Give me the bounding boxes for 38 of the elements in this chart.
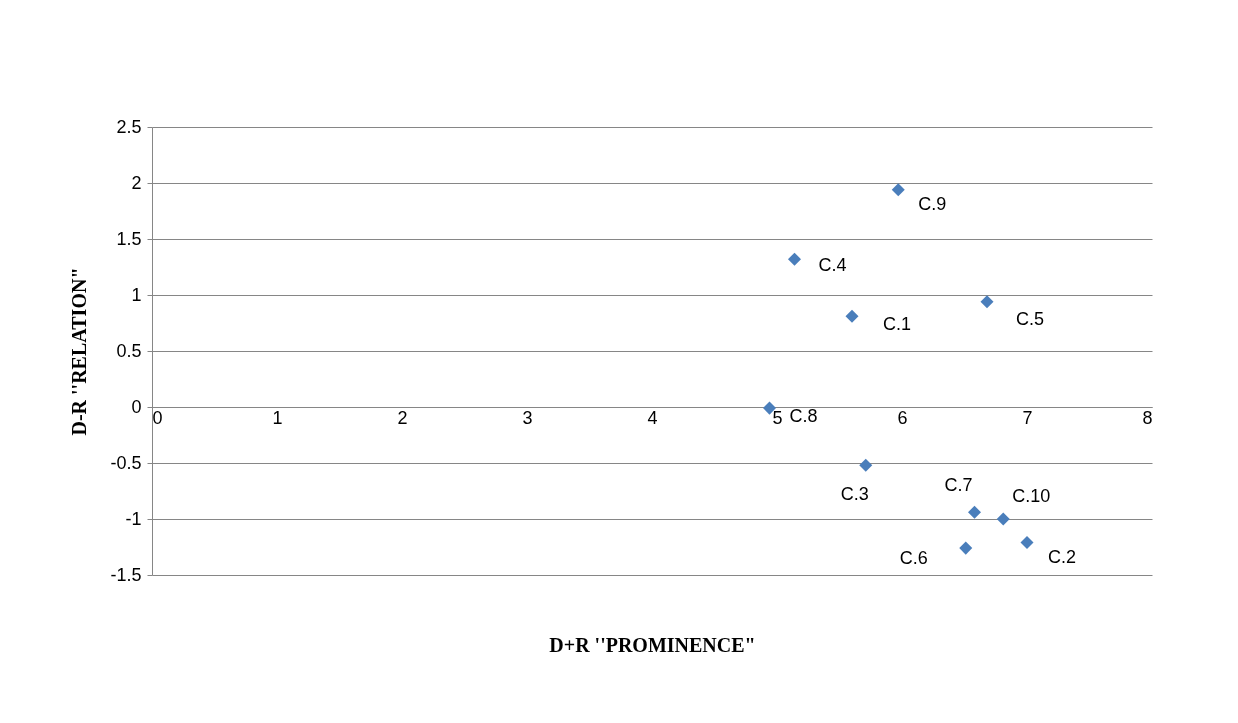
point [996,512,1010,526]
x-tick-label: 0 [152,407,163,428]
annotation: C.4 [818,255,847,276]
x-tick-label: 2 [397,407,408,428]
x-tick-label: 8 [1142,407,1153,428]
x-tick-label: 7 [1022,407,1033,428]
y-tick-label: 1 [131,284,142,305]
annotation: C.9 [918,193,947,214]
point [980,295,994,309]
annotation: C.2 [1047,546,1077,567]
y-tick-label: 0.5 [116,340,142,361]
point [891,183,905,197]
y-tick-label: -1 [125,508,142,529]
x-tick-label: 3 [522,407,533,428]
annotation: C.1 [882,314,912,335]
y-tick-label: -0.5 [110,452,142,473]
point [787,252,802,266]
x-axis-title: D+R ''PROMINENCE" [549,633,756,656]
y-tick-label: 2.5 [116,116,142,137]
y-axis-title: D-R ''RELATION" [68,267,91,436]
x-tick-label: 1 [272,407,283,428]
y-tick-label: 1.5 [116,228,142,249]
y-tick-label: -1.5 [110,564,142,585]
annotation: C.10 [1012,486,1051,506]
annotation: C.8 [789,406,818,427]
y-tick-label: 2 [131,172,142,193]
annotation: C.7 [944,475,973,496]
annotation: C.3 [840,484,869,505]
x-tick-label: 4 [647,407,658,428]
point [1020,536,1034,550]
point [967,505,982,519]
point [845,309,859,323]
x-tick-label: 6 [897,407,908,428]
annotation: C.5 [1015,308,1045,329]
point [959,541,973,555]
x-tick-label: 5 [772,407,783,428]
point [859,458,873,472]
annotation: C.6 [899,548,928,569]
